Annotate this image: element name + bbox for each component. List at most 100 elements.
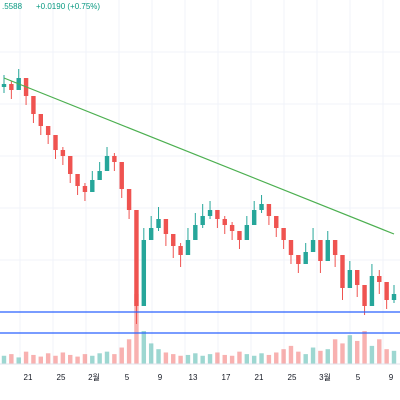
volume-bar [251,355,257,364]
x-tick-label: 25 [57,373,66,382]
volume-bar [178,355,183,364]
volume-bar [332,339,338,364]
volume-bar [141,331,147,364]
volume-bar [163,352,169,364]
candle-body [274,216,279,228]
volume-bar [148,343,154,364]
x-tick-label: 2월 [88,372,100,382]
volume-bar [325,349,330,364]
volume-bar [112,354,117,364]
candle-body [207,210,213,216]
candle-body [369,276,375,306]
volume-bar [237,351,242,364]
volume-bar [207,354,213,364]
volume-bar [97,353,102,364]
volume-bar [362,331,367,364]
volume-bar [90,355,95,364]
candle-body [178,246,183,255]
volume-bar [369,345,375,364]
volume-bar [303,354,308,364]
candle-body [97,171,102,180]
volume-bar [9,354,14,364]
candle-body [38,114,43,126]
volume-bar [355,340,360,364]
candle-body [104,156,110,171]
x-tick-label: 13 [189,373,198,382]
volume-bar [53,355,58,364]
candle-body [288,240,294,255]
candle-body [31,96,36,114]
candle-body [53,135,58,150]
candle-body [112,156,117,162]
x-tick-label: 9 [158,373,163,382]
trend-line[interactable] [3,77,395,235]
candle-body [82,186,88,192]
volume-bar [318,350,323,364]
candle-body [362,285,367,306]
candle-body [119,162,124,189]
volume-bar [45,353,51,364]
candle-body [185,240,191,255]
x-tick-label: 5 [125,373,130,382]
volume-bar [340,343,345,364]
candle-body [310,240,316,252]
volume-bar [126,339,132,364]
volume-bar [229,355,235,364]
volume-bar [384,349,389,364]
chart-header: .5588 +0.0190 (+0.75%) [2,2,100,11]
candle-body [45,126,51,135]
candle-body [332,240,338,255]
volume-bar [60,352,66,364]
candle-body [266,204,272,216]
volume-bar [1,355,7,364]
volume-bar [82,354,88,364]
x-tick-label: 21 [255,373,264,382]
candle-body [171,234,176,246]
price-fragment: .5588 [2,2,23,11]
volume-bar [391,350,397,364]
volume-bar [68,354,73,364]
candle-body [318,240,323,261]
candle-body [126,189,132,210]
candle-body [296,255,301,264]
candle-body [134,210,139,306]
candle-body [237,231,242,240]
candle-body [9,84,14,90]
volume-bar [134,294,139,364]
x-tick-label: 17 [222,373,231,382]
volume-bar [31,354,36,364]
candle-body [68,156,73,174]
candle-body [229,225,235,231]
candle-body [251,210,257,225]
candle-body [90,180,95,192]
volume-bar [259,353,264,364]
candle-body [355,270,360,285]
time-axis-background [0,364,400,400]
candle-body [325,240,330,261]
volume-bar [288,345,294,364]
volume-bar [377,339,382,364]
candle-body [141,240,147,306]
volume-bar [156,349,161,364]
candle-body [340,255,345,288]
candle-body [200,216,205,225]
x-tick-label: 21 [24,373,33,382]
volume-bar [185,354,191,364]
candle-body [281,228,286,240]
volume-bar [347,335,353,364]
volume-bar [119,347,124,364]
x-tick-label: 3월 [319,372,331,382]
price-change: +0.0190 (+0.75%) [36,2,100,11]
volume-bar [310,347,316,364]
candle-body [259,204,264,210]
candle-body [244,225,250,240]
candle-body [163,219,169,234]
volume-bar [200,355,205,364]
volume-bar [104,351,110,364]
volume-bar [171,354,176,364]
time-axis: 21 25 2월 5 9 13 17 21 25 3월 5 9 [0,363,400,400]
drawn-lines [0,77,400,334]
volume-bar [274,352,279,364]
